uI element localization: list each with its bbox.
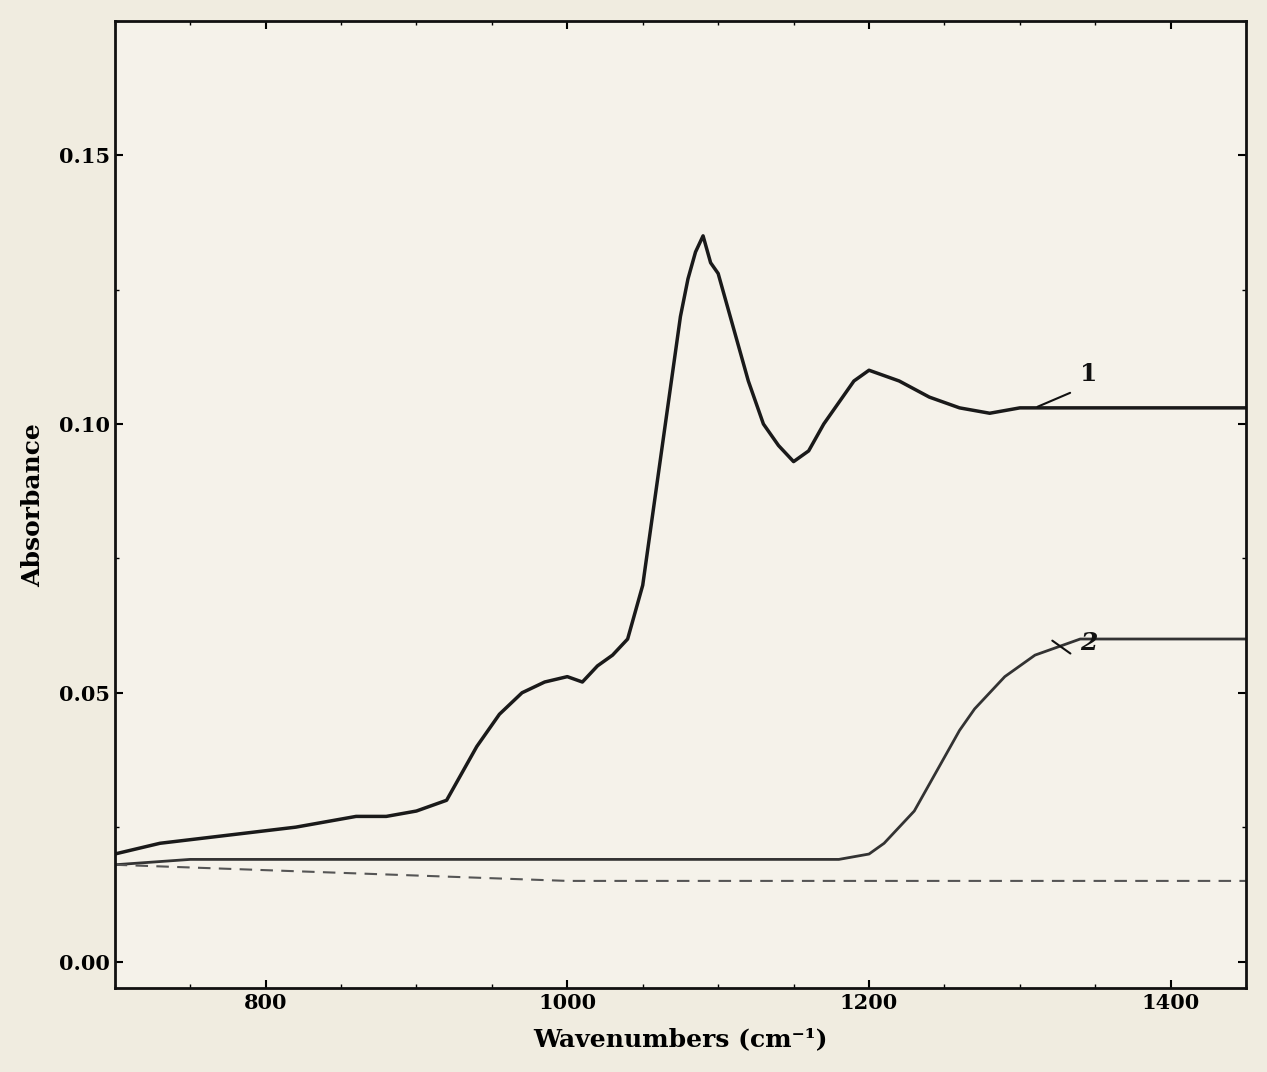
Text: 1: 1 xyxy=(1081,362,1097,386)
X-axis label: Wavenumbers (cm⁻¹): Wavenumbers (cm⁻¹) xyxy=(533,1027,827,1052)
Y-axis label: Absorbance: Absorbance xyxy=(20,422,44,586)
Text: 2: 2 xyxy=(1081,630,1097,655)
